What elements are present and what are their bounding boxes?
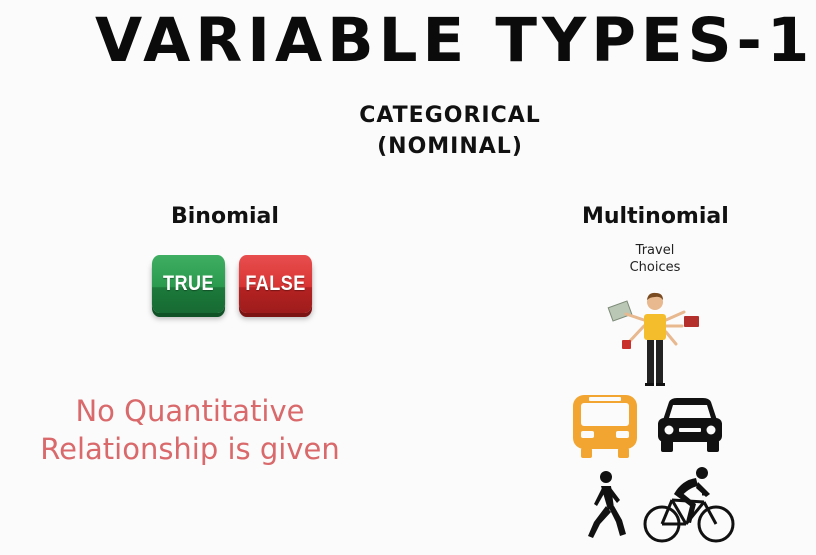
false-button: FALSE [238,255,313,313]
person-icon [607,292,699,386]
note-line-1: No Quantitative [75,394,305,428]
subtitle-line-1: CATEGORICAL [359,103,541,128]
caption-line-1: Travel [635,243,675,258]
car-icon [658,398,722,452]
walking-person-icon [588,471,626,538]
caption-line-2: Choices [629,260,681,275]
binomial-heading: Binomial [171,204,279,229]
subtitle: CATEGORICAL (NOMINAL) [300,100,600,162]
cyclist-icon [643,467,735,543]
subtitle-line-2: (NOMINAL) [377,134,523,159]
note-text: No Quantitative Relationship is given [0,392,380,468]
bus-icon [573,395,637,458]
note-line-2: Relationship is given [40,432,340,466]
multinomial-heading: Multinomial [582,204,729,229]
page-title: VARIABLE TYPES-1 [95,5,815,76]
travel-choices-caption: Travel Choices [600,242,710,276]
true-button: TRUE [151,255,226,313]
